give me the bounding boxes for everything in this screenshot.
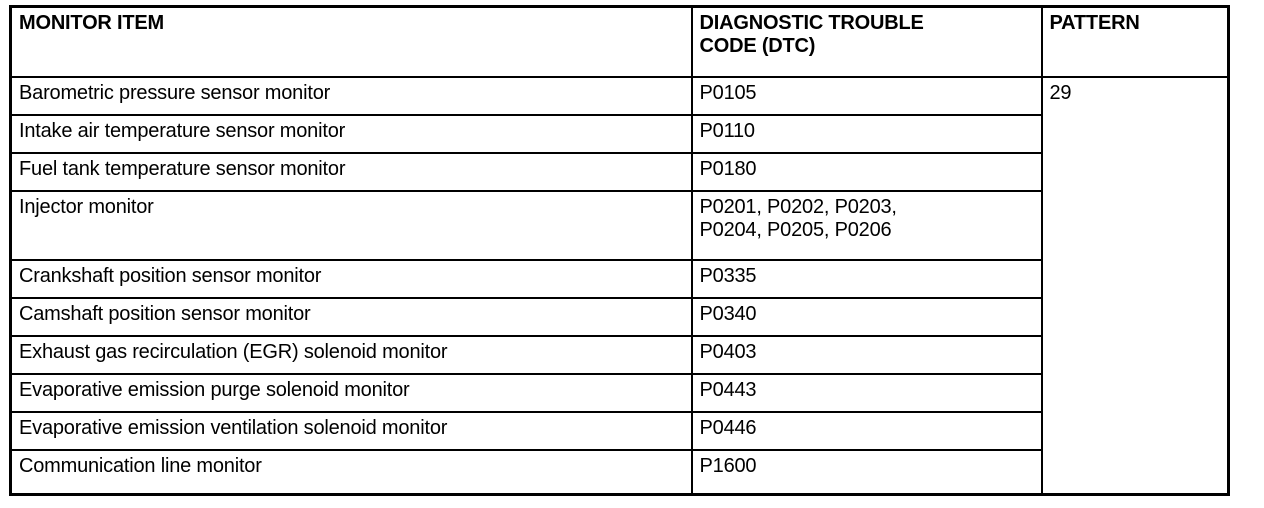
table-row: Communication line monitor P1600 [9, 448, 1229, 496]
dtc-cell: P0335 [690, 258, 1043, 299]
column-header-pattern-label: PATTERN [1049, 12, 1140, 34]
dtc-cell: P0443 [690, 372, 1043, 413]
dtc-cell: P0403 [690, 334, 1043, 375]
dtc-cell: P0110 [690, 113, 1043, 154]
dtc-cell: P0446 [690, 410, 1043, 451]
pattern-cell: 29 [1040, 75, 1230, 496]
column-header-pattern: PATTERN [1040, 5, 1230, 78]
monitor-item-cell: Evaporative emission ventilation solenoi… [9, 410, 693, 451]
dtc-monitor-table: MONITOR ITEM DIAGNOSTIC TROUBLE CODE (DT… [9, 5, 1230, 496]
dtc-cell: P1600 [690, 448, 1043, 496]
monitor-item-cell: Barometric pressure sensor monitor [9, 75, 693, 116]
column-header-monitor-item: MONITOR ITEM [9, 5, 693, 78]
table-row: Exhaust gas recirculation (EGR) solenoid… [9, 334, 1229, 375]
dtc-value: P0180 [699, 157, 757, 180]
monitor-item-cell: Evaporative emission purge solenoid moni… [9, 372, 693, 413]
table-row: Injector monitor P0201, P0202, P0203, P02… [9, 189, 1229, 261]
table-row: Camshaft position sensor monitor P0340 [9, 296, 1229, 337]
table-row: Fuel tank temperature sensor monitor P018… [9, 151, 1229, 192]
dtc-value: P0110 [699, 119, 756, 142]
table-row: Evaporative emission purge solenoid moni… [9, 372, 1229, 413]
dtc-cell: P0340 [690, 296, 1043, 337]
dtc-value: P0403 [699, 340, 757, 363]
table-row: Barometric pressure sensor monitor P0105 2… [9, 75, 1230, 496]
monitor-item-cell: Fuel tank temperature sensor monitor [9, 151, 693, 192]
monitor-item-cell: Communication line monitor [9, 448, 693, 496]
table-row: Crankshaft position sensor monitor P0335 [9, 258, 1229, 299]
dtc-value: P0446 [699, 416, 757, 439]
header-row: MONITOR ITEM DIAGNOSTIC TROUBLE CODE (DT… [9, 5, 1230, 78]
table-row: Evaporative emission ventilation solenoi… [9, 410, 1229, 451]
dtc-value: P0443 [699, 378, 757, 401]
monitor-item-cell: Intake air temperature sensor monitor [9, 113, 693, 154]
table-body: Barometric pressure sensor monitor P0105 2… [9, 75, 1230, 496]
column-header-dtc: DIAGNOSTIC TROUBLE CODE (DTC) [690, 5, 1043, 78]
table-header: MONITOR ITEM DIAGNOSTIC TROUBLE CODE (DT… [9, 5, 1230, 78]
dtc-cell: P0201, P0202, P0203, P0204, P0205, P0206 [690, 189, 1043, 261]
monitor-item-cell: Exhaust gas recirculation (EGR) solenoid… [9, 334, 693, 375]
dtc-value: P0340 [699, 302, 757, 325]
table-row: Intake air temperature sensor monitor P01… [9, 113, 1229, 154]
dtc-value: P0335 [699, 264, 757, 287]
monitor-item-cell: Crankshaft position sensor monitor [9, 258, 693, 299]
dtc-cell: P0180 [690, 151, 1043, 192]
column-header-monitor-item-label: MONITOR ITEM [19, 12, 165, 34]
column-header-dtc-label: DIAGNOSTIC TROUBLE CODE (DTC) [699, 12, 924, 57]
dtc-value: P0201, P0202, P0203, P0204, P0205, P0206 [699, 195, 897, 241]
dtc-value: P1600 [699, 454, 757, 477]
monitor-item-cell: Injector monitor [9, 189, 693, 261]
monitor-item-cell: Camshaft position sensor monitor [9, 296, 693, 337]
dtc-cell: P0105 [690, 75, 1043, 116]
dtc-value: P0105 [699, 81, 757, 104]
